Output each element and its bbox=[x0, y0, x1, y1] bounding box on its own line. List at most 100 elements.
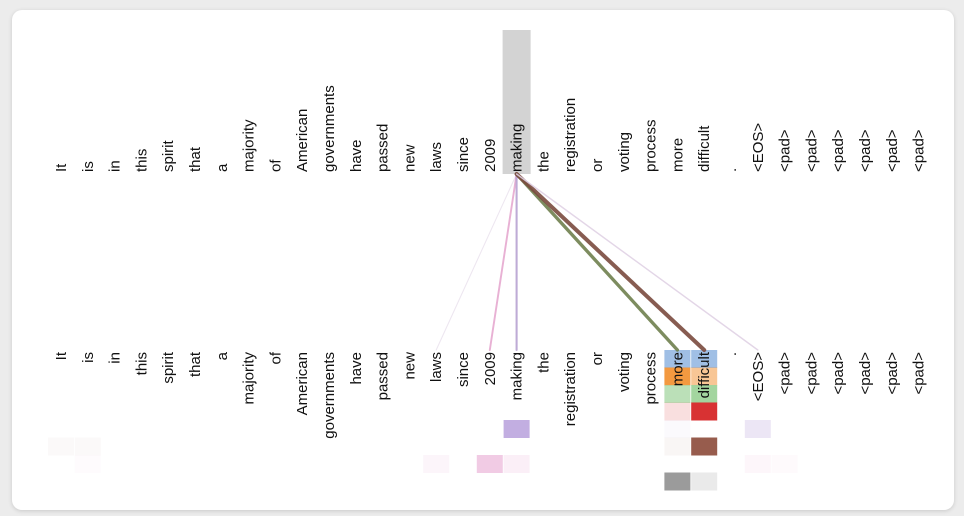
top-token[interactable]: <pad> bbox=[857, 129, 874, 172]
bottom-token[interactable]: have bbox=[348, 352, 365, 385]
top-token[interactable]: that bbox=[187, 146, 204, 172]
bottom-token[interactable]: new bbox=[401, 352, 418, 380]
bottom-token[interactable]: registration bbox=[562, 352, 579, 426]
attention-head-cell bbox=[664, 350, 691, 368]
attention-head-cell bbox=[75, 438, 101, 456]
attention-head-cell bbox=[664, 420, 691, 438]
bottom-token[interactable]: in bbox=[107, 352, 124, 364]
top-token[interactable]: the bbox=[535, 151, 552, 172]
attention-head-cell bbox=[691, 402, 718, 421]
bottom-token[interactable]: this bbox=[133, 352, 150, 375]
top-token[interactable]: 2009 bbox=[482, 139, 499, 172]
attention-head-cell bbox=[664, 437, 691, 456]
top-token[interactable]: <pad> bbox=[803, 129, 820, 172]
top-token-row: It is in this spirit that a majority of American g… bbox=[53, 85, 928, 172]
attention-head-cell bbox=[503, 420, 530, 438]
attention-head-cell bbox=[423, 455, 450, 473]
top-token[interactable]: <EOS> bbox=[750, 123, 767, 172]
selected-token-highlight bbox=[502, 30, 531, 174]
bottom-token[interactable]: that bbox=[187, 351, 204, 377]
bottom-token[interactable]: since bbox=[455, 352, 472, 387]
bottom-token[interactable]: . bbox=[723, 352, 740, 356]
attention-head-cell bbox=[476, 455, 503, 473]
bottom-token[interactable]: It bbox=[53, 351, 70, 360]
bottom-token[interactable]: spirit bbox=[160, 351, 177, 384]
bottom-token[interactable]: <pad> bbox=[830, 352, 847, 395]
attention-line bbox=[514, 172, 680, 352]
top-token[interactable]: American bbox=[294, 109, 311, 172]
attention-head-cell bbox=[691, 437, 718, 456]
attention-head-cell bbox=[74, 455, 101, 473]
attention-head-cell bbox=[664, 385, 691, 403]
attention-head-cell bbox=[664, 367, 691, 386]
bottom-token[interactable]: <pad> bbox=[884, 352, 901, 395]
attention-head-cell bbox=[744, 455, 771, 473]
attention-head-cell bbox=[48, 438, 74, 456]
bottom-token[interactable]: more bbox=[669, 352, 686, 386]
top-token[interactable]: or bbox=[589, 159, 606, 172]
bottom-token-row: It is in this spirit that a majority of American g… bbox=[53, 351, 928, 439]
top-token[interactable]: since bbox=[455, 137, 472, 172]
bottom-token[interactable]: American bbox=[294, 352, 311, 415]
bottom-token[interactable]: process bbox=[643, 352, 660, 405]
top-token[interactable]: making bbox=[509, 124, 526, 172]
attention-head-cell bbox=[503, 455, 530, 473]
bottom-token[interactable]: <pad> bbox=[911, 352, 928, 395]
attention-head-cell bbox=[664, 402, 691, 421]
top-token[interactable]: <pad> bbox=[884, 129, 901, 172]
bottom-token[interactable]: <pad> bbox=[803, 352, 820, 395]
attention-lines-layer bbox=[435, 172, 759, 352]
bottom-token[interactable]: 2009 bbox=[482, 352, 499, 385]
bottom-token[interactable]: passed bbox=[375, 352, 392, 400]
top-token[interactable]: passed bbox=[375, 124, 392, 172]
attention-head-cell bbox=[664, 472, 691, 491]
bottom-token[interactable]: <pad> bbox=[857, 352, 874, 395]
top-token[interactable]: . bbox=[723, 168, 740, 172]
top-token[interactable]: more bbox=[669, 138, 686, 172]
top-token[interactable]: spirit bbox=[160, 139, 177, 172]
head-cells-layer bbox=[48, 350, 798, 491]
top-token[interactable]: in bbox=[107, 160, 124, 172]
bottom-token[interactable]: is bbox=[80, 352, 97, 363]
attention-head-cell bbox=[691, 385, 718, 403]
bottom-token[interactable]: laws bbox=[428, 352, 445, 382]
top-highlight-layer bbox=[502, 30, 531, 174]
bottom-token[interactable]: <EOS> bbox=[750, 352, 767, 401]
top-token[interactable]: governments bbox=[321, 85, 338, 172]
attention-line bbox=[488, 173, 518, 351]
top-token[interactable]: this bbox=[133, 149, 150, 172]
top-token[interactable]: difficult bbox=[696, 125, 713, 172]
top-token[interactable]: of bbox=[267, 159, 284, 172]
bottom-token[interactable]: majority bbox=[241, 352, 258, 405]
attention-line bbox=[514, 172, 707, 352]
attention-head-cell bbox=[744, 420, 771, 438]
top-token[interactable]: <pad> bbox=[911, 129, 928, 172]
bottom-token[interactable]: making bbox=[509, 352, 526, 400]
attention-head-cell bbox=[691, 367, 718, 386]
bottom-token[interactable]: difficult bbox=[696, 351, 713, 398]
bottom-token[interactable]: or bbox=[589, 352, 606, 365]
top-token[interactable]: <pad> bbox=[777, 129, 794, 172]
top-token[interactable]: new bbox=[401, 144, 418, 172]
top-token[interactable]: voting bbox=[616, 132, 633, 172]
bottom-token[interactable]: voting bbox=[616, 352, 633, 392]
bottom-token[interactable]: governments bbox=[321, 352, 338, 439]
attention-head-cell bbox=[771, 455, 798, 473]
top-token[interactable]: It bbox=[53, 163, 70, 172]
top-token[interactable]: have bbox=[348, 139, 365, 172]
top-token[interactable]: a bbox=[214, 163, 231, 172]
attention-head-cell bbox=[691, 472, 718, 491]
top-token[interactable]: is bbox=[80, 161, 97, 172]
bottom-token[interactable]: a bbox=[214, 351, 231, 360]
bottom-token[interactable]: <pad> bbox=[777, 352, 794, 395]
top-token[interactable]: registration bbox=[562, 98, 579, 172]
attention-line bbox=[515, 173, 759, 351]
top-token[interactable]: laws bbox=[428, 142, 445, 172]
top-token[interactable]: <pad> bbox=[830, 129, 847, 172]
attention-head-cell bbox=[691, 350, 718, 368]
attention-visualization-card: It is in this spirit that a majority of American g… bbox=[12, 10, 954, 510]
top-token[interactable]: process bbox=[643, 119, 660, 172]
top-token[interactable]: majority bbox=[241, 119, 258, 172]
bottom-token[interactable]: the bbox=[535, 352, 552, 373]
bottom-token[interactable]: of bbox=[267, 351, 284, 364]
